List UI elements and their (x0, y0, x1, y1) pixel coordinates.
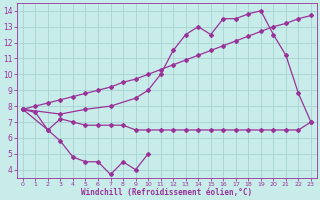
X-axis label: Windchill (Refroidissement éolien,°C): Windchill (Refroidissement éolien,°C) (81, 188, 252, 197)
